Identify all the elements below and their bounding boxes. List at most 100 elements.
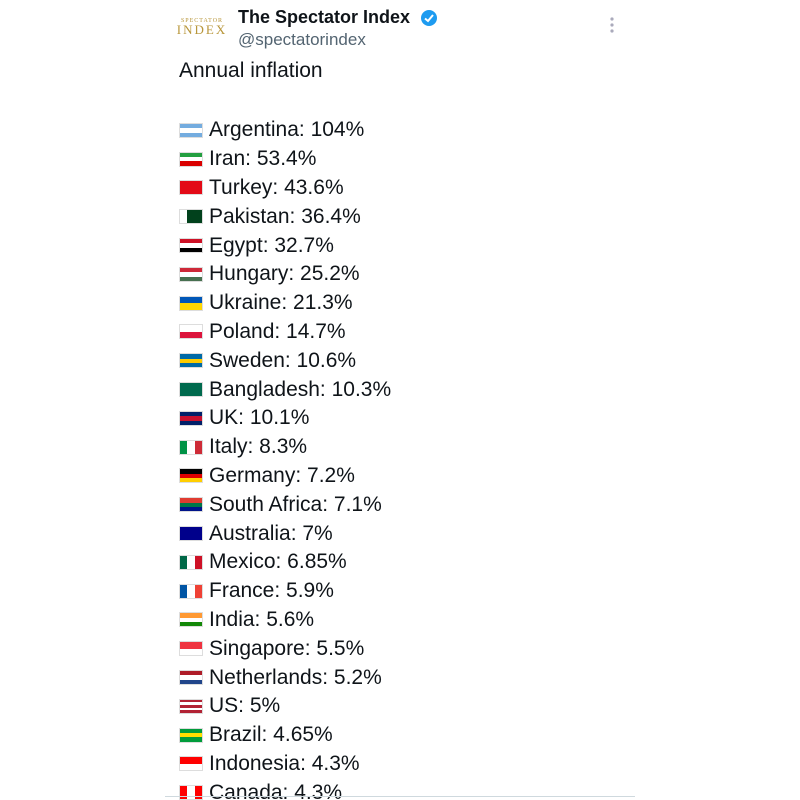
flag-stripe xyxy=(180,469,202,474)
flag-stripe xyxy=(180,702,202,706)
flag-stripe xyxy=(180,732,202,738)
item-label: Mexico: 6.85% xyxy=(209,550,347,574)
flag-stripe xyxy=(180,622,202,627)
list-row: Mexico: 6.85% xyxy=(179,548,391,577)
flag-stripe xyxy=(180,671,202,676)
list-row: Bangladesh: 10.3% xyxy=(179,375,391,404)
more-menu[interactable] xyxy=(606,14,618,36)
item-label: Sweden: 10.6% xyxy=(209,348,357,372)
item-label: Bangladesh: 10.3% xyxy=(209,377,392,401)
flag-icon xyxy=(179,353,203,369)
flag-stripe xyxy=(180,420,202,425)
list-row: Indonesia: 4.3% xyxy=(179,750,391,779)
flag-stripe xyxy=(180,737,202,742)
logo-top: SPECTATOR xyxy=(180,18,224,24)
list-row: Singapore: 5.5% xyxy=(179,634,391,663)
tweet-title: Annual inflation xyxy=(179,59,323,82)
flag-stripe xyxy=(180,247,202,253)
list-row: Poland: 14.7% xyxy=(179,318,391,347)
flag-stripe xyxy=(180,243,202,248)
flag-icon xyxy=(179,382,203,398)
flag-icon xyxy=(179,756,203,772)
list-row: Brazil: 4.65% xyxy=(179,721,391,750)
flag-stripe xyxy=(194,786,202,800)
flag-icon xyxy=(179,497,203,513)
flag-icon xyxy=(179,670,203,686)
flag-stripe xyxy=(180,642,202,649)
flag-stripe xyxy=(180,757,202,764)
flag-stripe xyxy=(180,502,202,507)
flag-stripe xyxy=(180,181,202,195)
display-name[interactable]: The Spectator Index xyxy=(238,7,411,27)
item-label: US: 5% xyxy=(209,694,281,718)
flag-stripe xyxy=(180,506,202,512)
list-row: Pakistan: 36.4% xyxy=(179,202,391,231)
list-row: Australia: 7% xyxy=(179,519,391,548)
item-label: France: 5.9% xyxy=(209,579,334,603)
list-row: India: 5.6% xyxy=(179,606,391,635)
flag-stripe xyxy=(180,440,188,454)
flag-stripe xyxy=(180,152,202,158)
item-label: Egypt: 32.7% xyxy=(209,233,334,257)
item-label: Indonesia: 4.3% xyxy=(209,751,360,775)
logo-bottom: INDEX xyxy=(176,22,228,37)
flag-icon xyxy=(179,295,203,311)
flag-icon xyxy=(179,209,203,225)
flag-stripe xyxy=(187,440,195,454)
flag-stripe xyxy=(180,763,202,771)
inflation-list: Argentina: 104% Iran: 53.4% Turkey: 43.6% P… xyxy=(179,116,391,800)
divider xyxy=(165,796,635,797)
flag-stripe xyxy=(180,498,202,503)
flag-icon xyxy=(179,238,203,254)
item-label: Australia: 7% xyxy=(209,521,333,545)
flag-stripe xyxy=(180,473,202,479)
item-label: Germany: 7.2% xyxy=(209,463,355,487)
item-label: South Africa: 7.1% xyxy=(209,492,382,516)
flag-stripe xyxy=(180,272,202,277)
flag-icon xyxy=(179,439,203,455)
flag-stripe xyxy=(180,411,202,417)
flag-stripe xyxy=(180,728,202,733)
flag-stripe xyxy=(180,705,202,708)
handle[interactable]: @spectatorindex xyxy=(238,30,366,49)
item-label: UK: 10.1% xyxy=(209,406,310,430)
flag-icon xyxy=(179,698,203,714)
item-label: Pakistan: 36.4% xyxy=(209,204,361,228)
flag-stripe xyxy=(180,157,202,162)
item-label: Brazil: 4.65% xyxy=(209,723,333,747)
flag-stripe xyxy=(187,210,195,224)
flag-stripe xyxy=(194,555,202,569)
list-row: Ukraine: 21.3% xyxy=(179,289,391,318)
flag-stripe xyxy=(187,786,195,800)
flag-icon xyxy=(179,151,203,167)
flag-stripe xyxy=(187,584,195,598)
flag-stripe xyxy=(180,675,202,680)
list-row: Egypt: 32.7% xyxy=(179,231,391,260)
avatar[interactable]: SPECTATOR INDEX xyxy=(176,18,228,36)
flag-icon xyxy=(179,526,203,542)
list-row: Hungary: 25.2% xyxy=(179,260,391,289)
flag-stripe xyxy=(180,527,202,541)
item-label: Hungary: 25.2% xyxy=(209,262,360,286)
flag-stripe xyxy=(180,786,188,800)
item-label: Netherlands: 5.2% xyxy=(209,665,382,689)
list-row: Netherlands: 5.2% xyxy=(179,663,391,692)
item-label: Iran: 53.4% xyxy=(209,147,317,171)
item-label: Singapore: 5.5% xyxy=(209,636,365,660)
flag-icon xyxy=(179,727,203,743)
item-label: Argentina: 104% xyxy=(209,118,365,142)
flag-icon xyxy=(179,583,203,599)
list-row: Argentina: 104% xyxy=(179,116,391,145)
flag-icon xyxy=(179,410,203,426)
item-label: India: 5.6% xyxy=(209,607,315,631)
item-label: Poland: 14.7% xyxy=(209,319,346,343)
item-label: Turkey: 43.6% xyxy=(209,175,344,199)
flag-stripe xyxy=(180,325,202,332)
flag-icon xyxy=(179,180,203,196)
flag-stripe xyxy=(180,303,202,310)
flag-stripe xyxy=(180,331,202,339)
list-row: South Africa: 7.1% xyxy=(179,490,391,519)
list-row: US: 5% xyxy=(179,692,391,721)
flag-stripe xyxy=(180,707,202,711)
